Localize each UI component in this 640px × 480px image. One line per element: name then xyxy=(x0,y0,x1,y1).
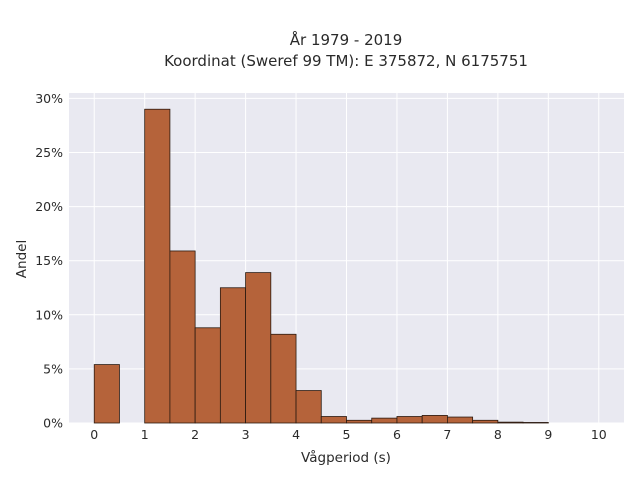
x-tick-label: 8 xyxy=(494,427,502,442)
histogram-bar xyxy=(194,327,221,424)
x-tick-label: 0 xyxy=(90,427,98,442)
x-axis-label: Vågperiod (s) xyxy=(301,449,391,466)
histogram-bar xyxy=(144,108,171,424)
histogram-bar xyxy=(93,364,120,424)
histogram-bar xyxy=(169,250,196,424)
x-tick-label: 5 xyxy=(343,427,351,442)
histogram-bar xyxy=(421,415,448,424)
chart-title-line1: År 1979 - 2019 xyxy=(290,30,403,49)
y-tick-label: 20% xyxy=(35,199,63,214)
histogram-bar xyxy=(497,421,524,424)
x-tick-label: 7 xyxy=(443,427,451,442)
histogram-bar xyxy=(270,333,297,424)
y-tick-label: 0% xyxy=(43,416,63,431)
histogram-bar xyxy=(447,416,474,424)
y-tick-label: 10% xyxy=(35,307,63,322)
x-tick-label: 6 xyxy=(393,427,401,442)
histogram-bar xyxy=(371,417,398,424)
y-tick-label: 30% xyxy=(35,91,63,106)
histogram-bar xyxy=(295,390,322,424)
x-tick-label: 4 xyxy=(292,427,300,442)
x-tick-label: 1 xyxy=(141,427,149,442)
x-tick-label: 3 xyxy=(242,427,250,442)
y-tick-label: 5% xyxy=(43,361,63,376)
chart-title-line2: Koordinat (Sweref 99 TM): E 375872, N 61… xyxy=(164,52,528,70)
histogram-bar xyxy=(396,416,423,424)
histogram-bar xyxy=(219,287,246,424)
histogram-bar xyxy=(472,419,499,424)
x-tick-label: 10 xyxy=(591,427,607,442)
x-tick-label: 9 xyxy=(544,427,552,442)
histogram-bar xyxy=(346,419,373,424)
histogram-bar xyxy=(320,416,347,424)
y-tick-label: 15% xyxy=(35,253,63,268)
histogram-bar xyxy=(522,422,549,424)
y-tick-label: 25% xyxy=(35,145,63,160)
y-axis-label: Andel xyxy=(14,240,30,278)
x-ticks: 0 1 2 3 4 5 6 7 8 9 10 xyxy=(90,427,607,442)
x-tick-label: 2 xyxy=(191,427,199,442)
histogram-bar xyxy=(245,272,272,424)
bars xyxy=(93,108,549,424)
y-ticks: 0% 5% 10% 15% 20% 25% 30% xyxy=(35,91,63,431)
